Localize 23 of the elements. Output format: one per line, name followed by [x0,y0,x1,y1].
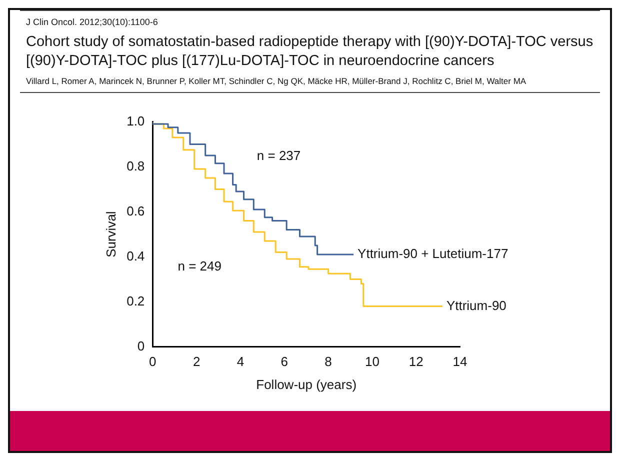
x-tick-label: 0 [149,354,156,370]
x-tick-label: 10 [364,354,380,370]
y-tick-label: 1.0 [126,113,145,128]
x-tick-label: 12 [408,354,424,370]
chart-title: Cohort study of somatostatin-based radiopeptide therapy with [(90)Y-DOTA]-TOC versus [(90)Y-DOTA]-TOC plus [(177)Lu-DOTA]-TOC in neuroendocrine cancers [26,33,594,71]
y-tick-label: 0.2 [126,293,145,308]
chart-subtitle: Villard L, Romer A, Marincek N, Brunner P, Koller MT, Schindler C, Ng QK, Mäcke HR, Müller-Brand J, Rochlitz C, Briel M, Walter MA [26,76,528,86]
y-tick-label: 0.8 [126,158,145,174]
y-tick-label: 0.4 [126,248,145,264]
x-tick-label: 2 [192,354,200,370]
series-label: Yttrium-90 [446,298,506,313]
y-axis-title: Survival [103,211,118,258]
y-tick-label: 0.6 [126,203,145,218]
annotation: n = 237 [256,148,301,164]
text: J Clin Oncol. 2012;30(10):1100-6 [26,17,159,27]
x-tick-label: 6 [280,354,288,370]
x-tick-label: 14 [452,354,468,370]
x-tick-label: 4 [236,354,244,370]
x-tick-label: 8 [324,354,332,370]
series-label: Yttrium-90 + Lutetium-177 [358,246,508,262]
annotation: n = 249 [178,258,222,274]
y-tick-label: 0 [137,338,145,354]
x-axis-title: Follow-up (years) [256,376,357,392]
